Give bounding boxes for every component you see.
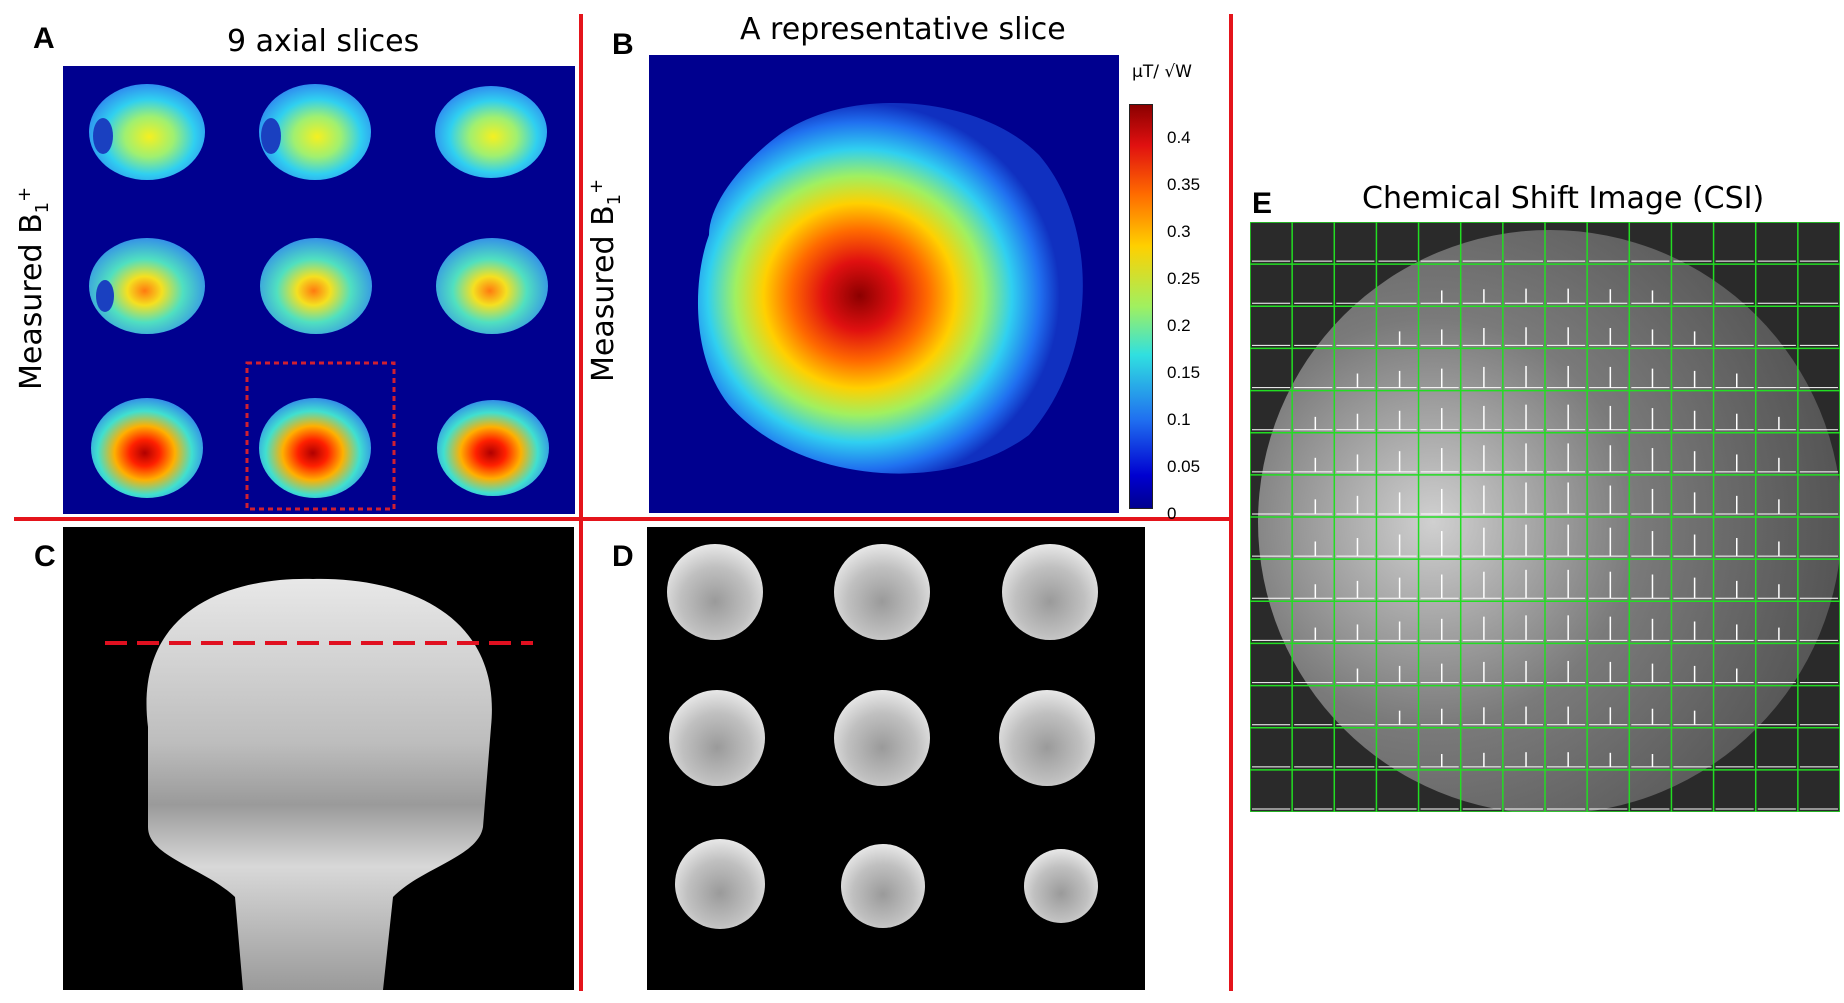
colorbar-tick-label: 0.1 xyxy=(1167,410,1191,429)
panel-b-title: A representative slice xyxy=(740,12,1066,47)
slice-9 xyxy=(437,400,549,496)
panel-e-csi-grid xyxy=(1250,222,1840,812)
phantom-shape xyxy=(146,578,492,990)
colorbar-tick-label: 0.15 xyxy=(1167,363,1201,382)
csi-spectra xyxy=(1252,260,1838,810)
slice-1 xyxy=(89,84,205,180)
colorbar-unit-label: μT/ √W xyxy=(1132,62,1192,82)
slice-7 xyxy=(91,398,203,498)
panel-d-axial-images xyxy=(647,527,1145,990)
panel-letter-a: A xyxy=(33,22,55,55)
slice-4 xyxy=(89,238,205,334)
field-map-shape xyxy=(697,102,1083,474)
panel-letter-c: C xyxy=(34,540,56,573)
colorbar xyxy=(1129,104,1153,509)
axial-6 xyxy=(999,690,1095,786)
panel-c-sagittal-image xyxy=(63,527,574,990)
slice-3 xyxy=(435,86,547,178)
colorbar-tick-label: 0 xyxy=(1167,504,1177,523)
selected-slice-box xyxy=(245,361,396,511)
slice-5 xyxy=(260,238,372,334)
divider-horizontal xyxy=(14,517,1233,521)
panel-letter-e: E xyxy=(1252,187,1273,220)
slice-8 xyxy=(259,398,371,498)
axial-9 xyxy=(1024,849,1098,923)
colorbar-tick-label: 0.35 xyxy=(1167,175,1201,194)
axial-5 xyxy=(834,690,930,786)
csi-voxel-grid xyxy=(1250,222,1840,812)
axial-8 xyxy=(841,844,925,928)
slice-2 xyxy=(259,84,371,180)
panel-b-ylabel: Measured B1+ xyxy=(586,178,625,382)
axial-2 xyxy=(834,544,930,640)
panel-a-title: 9 axial slices xyxy=(227,24,420,59)
colorbar-tick-label: 0.3 xyxy=(1167,222,1191,241)
panel-letter-d: D xyxy=(612,540,634,573)
colorbar-tick-label: 0.25 xyxy=(1167,269,1201,288)
panel-e-title: Chemical Shift Image (CSI) xyxy=(1362,181,1765,216)
axial-1 xyxy=(667,544,763,640)
axial-3 xyxy=(1002,544,1098,640)
panel-a-ylabel: Measured B1+ xyxy=(14,186,53,390)
panel-letter-b: B xyxy=(612,28,634,61)
slice-6 xyxy=(436,238,548,334)
panel-b-field-map xyxy=(649,55,1119,513)
divider-vertical-left xyxy=(579,14,583,991)
divider-vertical-right xyxy=(1229,14,1233,991)
colorbar-tick-label: 0.2 xyxy=(1167,316,1191,335)
panel-a-image-grid xyxy=(63,66,575,514)
axial-4 xyxy=(669,690,765,786)
axial-7 xyxy=(675,839,765,929)
colorbar-tick-label: 0.4 xyxy=(1167,128,1191,147)
colorbar-tick-label: 0.05 xyxy=(1167,457,1201,476)
